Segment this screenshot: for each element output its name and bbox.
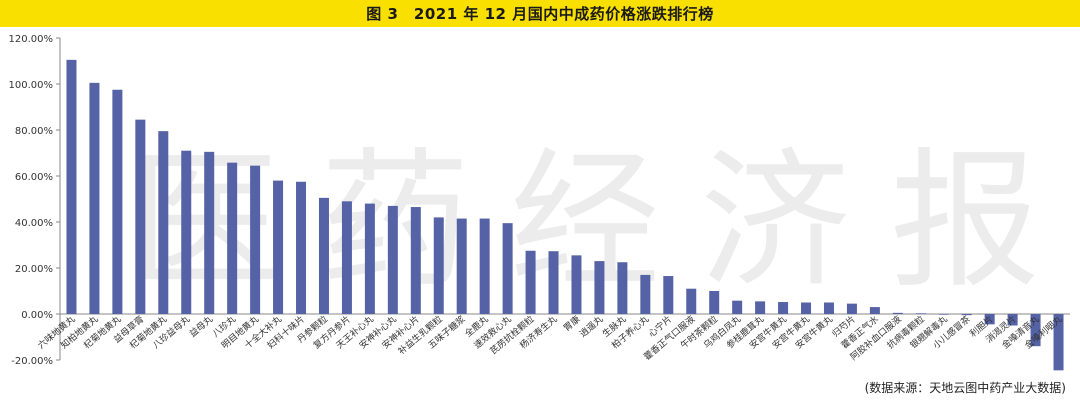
bar [250,165,261,314]
bar [594,261,605,314]
bar [640,274,651,314]
bar [273,180,284,314]
bar [181,150,192,314]
y-tick-label: -20.00% [11,356,53,367]
chart-title-bar: 图 3 2021 年 12 月国内中成药价格涨跌排行榜 [0,0,1080,27]
bar [227,162,238,314]
bar [801,302,812,314]
bar [296,181,307,314]
bar [755,301,766,314]
bar [915,313,926,314]
bar [89,82,100,314]
bar [135,119,146,315]
bar [709,291,720,314]
bar [158,131,169,314]
x-tick-label: 益母丸 [187,313,215,340]
bar [479,218,490,314]
bar [571,255,582,314]
y-tick-label: 60.00% [15,172,53,183]
bar [1007,314,1018,326]
bar [112,89,123,314]
bar [387,205,398,314]
bar [66,59,77,314]
bar [502,223,513,314]
y-tick-label: 40.00% [15,218,53,229]
y-tick-label: 100.00% [9,80,54,91]
y-tick-label: 80.00% [15,126,53,137]
bar [732,300,743,314]
bar-chart: -20.00% 0.00% 20.00% 40.00% 60.00% 80.00% 100.… [9,34,1070,371]
bar [318,197,329,314]
bar [617,262,628,314]
y-tick-label: 120.00% [9,34,54,45]
bar [984,314,995,325]
chart-title: 图 3 2021 年 12 月国内中成药价格涨跌排行榜 [366,5,714,23]
bar [686,288,697,314]
x-tick-label: 逍遥丸 [577,313,605,340]
bar [823,302,834,314]
bar [892,312,903,314]
bar [433,217,444,314]
bar [778,302,789,314]
bar [961,314,972,316]
bar [341,201,352,314]
bar [364,203,375,314]
bar [548,251,559,314]
bar [663,276,674,314]
bar [869,307,880,314]
bar [1030,314,1041,347]
bar [525,250,536,314]
bar [204,151,215,314]
source-note: (数据来源：天地云图中药产业大数据) [864,381,1066,395]
bar [1053,314,1064,371]
y-tick-label: 20.00% [15,264,53,275]
bar [846,303,857,314]
y-tick-label: 0.00% [21,310,53,321]
bar [410,207,421,314]
bar [938,314,949,315]
bar [456,218,467,314]
